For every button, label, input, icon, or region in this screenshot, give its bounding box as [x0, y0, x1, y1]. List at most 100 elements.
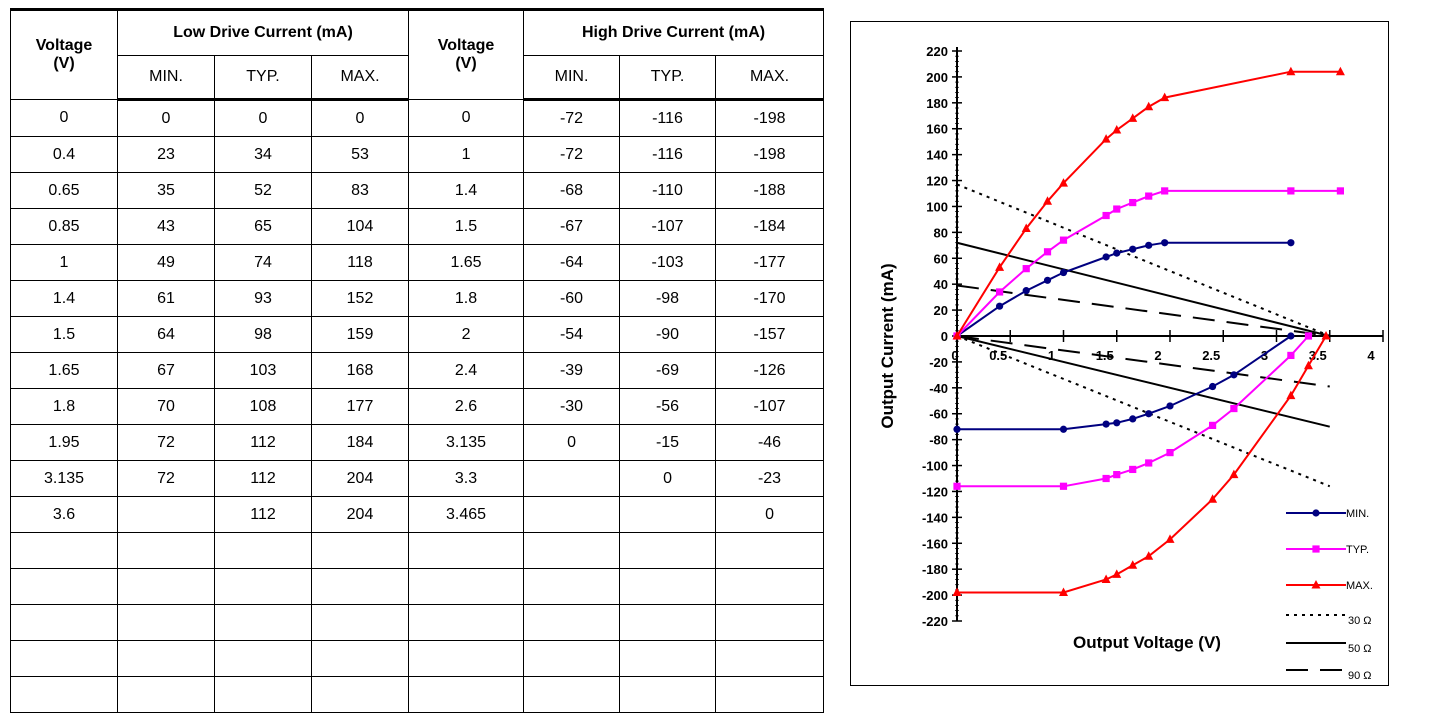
table-cell: -46 — [715, 424, 825, 461]
table-cell: 74 — [214, 244, 312, 281]
data-point-marker — [1129, 198, 1137, 207]
table-cell: 3.465 — [408, 496, 525, 533]
data-point-marker — [953, 482, 961, 490]
legend-label: MAX. — [1346, 580, 1373, 592]
data-point-marker — [1166, 402, 1174, 410]
table-cell — [715, 568, 825, 605]
table-body: 0 0 0 0 0 -72 -116 -198 0.4 23 34 53 1 -72 -116 -198 0.6… — [10, 99, 825, 713]
chart-svg: 220200180160140120100806040200-20-40-60-… — [878, 44, 1384, 682]
high-drive-group-header: High Drive Current (mA) — [523, 8, 825, 56]
table-cell: 72 — [117, 460, 215, 497]
data-point-marker — [1145, 241, 1153, 249]
data-point-marker — [1059, 178, 1068, 187]
data-point-marker — [1112, 125, 1122, 134]
series-line — [957, 335, 1310, 488]
x-tick-label: 4 — [1367, 348, 1375, 363]
table-cell: 177 — [310, 388, 410, 425]
data-point-marker — [995, 262, 1005, 271]
table-cell — [619, 496, 717, 533]
y-tick-label: 60 — [934, 251, 948, 266]
voltage-high-header: Voltage (V) — [408, 8, 525, 100]
table-cell: 3.135 — [10, 460, 118, 497]
data-point-marker — [1043, 196, 1053, 205]
high-typ-header: TYP. — [619, 55, 717, 101]
legend-label: TYP. — [1346, 544, 1369, 556]
table-cell: 93 — [214, 280, 312, 317]
table-cell: 1.65 — [408, 244, 525, 281]
table-cell: -90 — [619, 316, 717, 353]
table-row: 0.4 23 34 53 1 -72 -116 -198 — [10, 136, 825, 173]
table-cell — [619, 532, 717, 569]
table-cell — [310, 676, 410, 713]
table-cell: 2.4 — [408, 352, 525, 389]
table-cell: 23 — [117, 136, 215, 173]
table-cell: -177 — [715, 244, 825, 281]
data-point-marker — [1165, 534, 1175, 543]
table-cell — [523, 640, 621, 677]
data-point-marker — [1059, 587, 1068, 596]
data-point-marker — [1113, 471, 1121, 479]
y-tick-label: -220 — [922, 614, 948, 629]
table-cell: 0 — [214, 99, 312, 137]
x-tick-label: 0.5 — [989, 348, 1007, 363]
data-point-marker — [1145, 192, 1153, 200]
data-point-marker — [1059, 268, 1068, 277]
table-cell: -126 — [715, 352, 825, 389]
y-tick-label: -20 — [929, 355, 948, 370]
voltage-unit: (V) — [53, 55, 75, 72]
y-tick-label: 0 — [941, 329, 948, 344]
data-point-marker — [1161, 187, 1169, 195]
table-cell: 34 — [214, 136, 312, 173]
table-cell — [117, 676, 215, 713]
table-cell: -188 — [715, 172, 825, 209]
y-tick-label: -200 — [922, 588, 948, 603]
table-cell — [408, 604, 525, 641]
table-row: 3.6 112 204 3.465 0 — [10, 496, 825, 533]
table-cell — [214, 604, 312, 641]
data-point-marker — [1129, 245, 1137, 253]
table-cell — [214, 676, 312, 713]
data-point-marker — [1043, 276, 1052, 284]
table-row — [10, 568, 825, 605]
data-point-marker — [1311, 580, 1321, 589]
table-cell: 1 — [408, 136, 525, 173]
table-cell: 103 — [214, 352, 312, 389]
table-cell: -157 — [715, 316, 825, 353]
data-point-marker — [1059, 482, 1068, 490]
table-cell: -56 — [619, 388, 717, 425]
table-cell: 0 — [408, 99, 525, 137]
table-cell: 0 — [310, 99, 410, 137]
table-cell — [523, 676, 621, 713]
voltage-label: Voltage — [437, 37, 495, 54]
data-point-marker — [1128, 113, 1138, 122]
series-max — [952, 66, 1345, 596]
table-cell: 2.6 — [408, 388, 525, 425]
table-cell: -170 — [715, 280, 825, 317]
table-cell — [715, 532, 825, 569]
table-cell — [523, 460, 621, 497]
table-cell: -107 — [715, 388, 825, 425]
data-point-marker — [1287, 332, 1295, 340]
table-cell — [117, 568, 215, 605]
table-cell: -72 — [523, 99, 621, 137]
series-line — [956, 70, 1341, 337]
table-cell: -23 — [715, 460, 825, 497]
table-cell — [214, 568, 312, 605]
data-point-marker — [1286, 66, 1296, 76]
data-point-marker — [1312, 509, 1320, 517]
table-cell: 112 — [214, 496, 312, 533]
load-line-dotted — [956, 335, 1331, 488]
table-cell — [715, 604, 825, 641]
table-cell — [408, 676, 525, 713]
table-cell: -15 — [619, 424, 717, 461]
table-cell: 3.6 — [10, 496, 118, 533]
x-tick-label: 3 — [1261, 348, 1268, 363]
table-cell: 1 — [10, 244, 118, 281]
series-typ — [953, 187, 1344, 490]
table-cell: -98 — [619, 280, 717, 317]
data-point-marker — [1112, 569, 1122, 578]
x-axis-label: Output Voltage (V) — [1073, 633, 1221, 652]
data-point-marker — [1166, 448, 1174, 457]
table-cell — [523, 532, 621, 569]
table-cell — [10, 640, 118, 677]
